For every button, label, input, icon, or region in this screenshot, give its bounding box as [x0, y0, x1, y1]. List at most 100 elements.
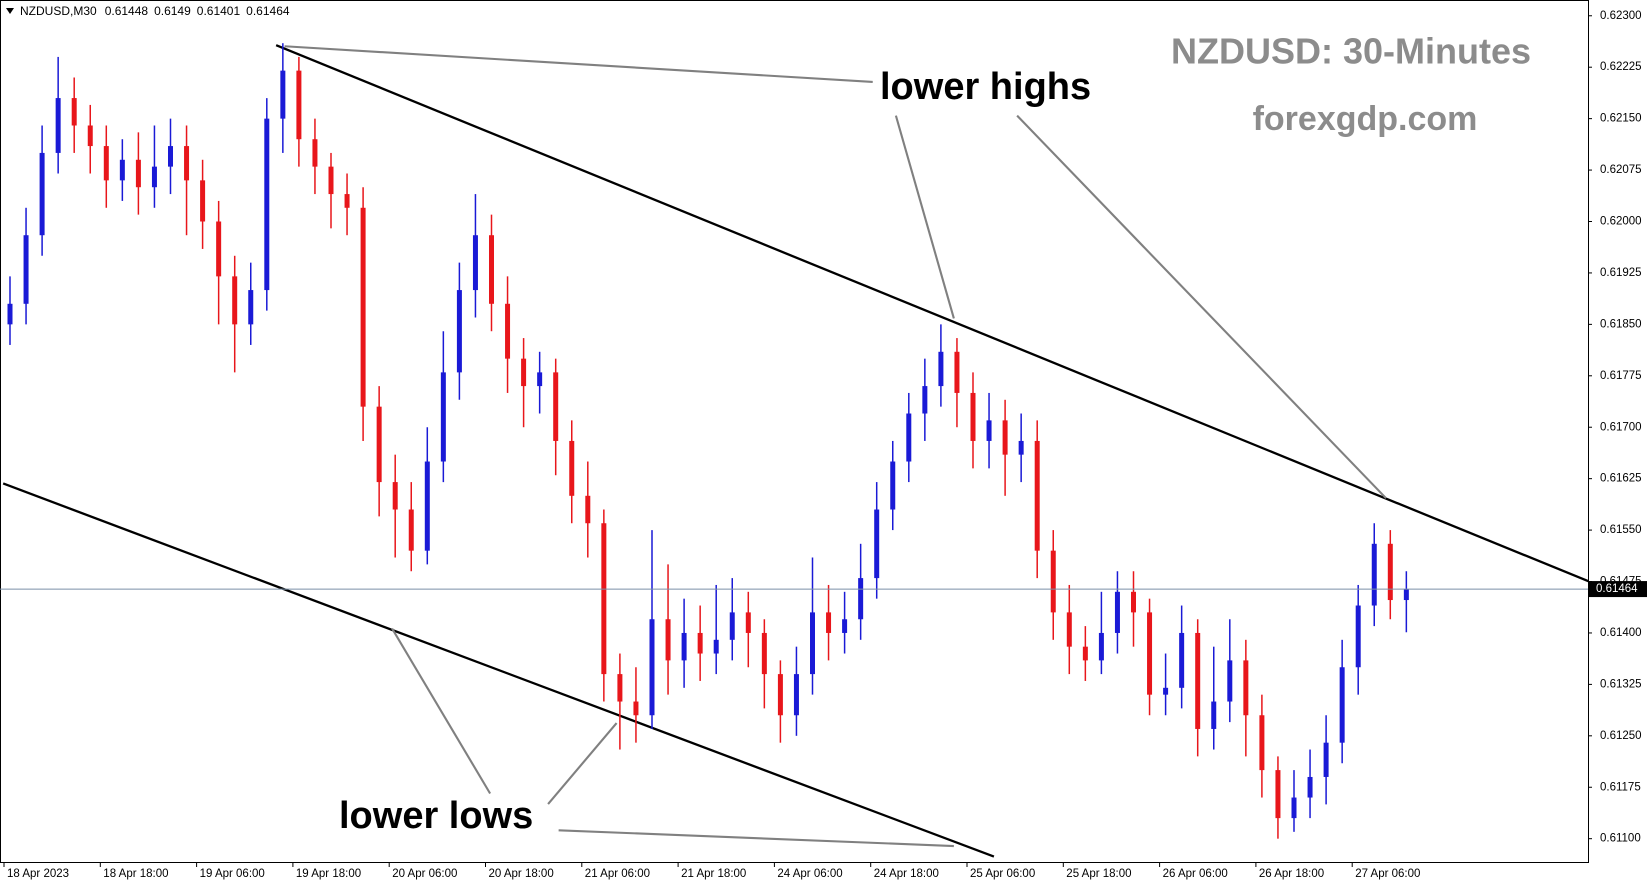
candle-body: [1050, 550, 1056, 613]
candle-body: [151, 166, 157, 188]
candle-body: [392, 482, 398, 510]
last-open: 0.61448: [105, 4, 149, 18]
current-price-box: [1589, 581, 1647, 598]
y-tick-label: 0.61775: [1600, 370, 1642, 382]
candle-body: [569, 440, 575, 496]
candle-body: [200, 180, 206, 222]
y-tick-label: 0.61175: [1600, 781, 1641, 793]
candle-body: [858, 578, 864, 620]
candle-body: [938, 351, 944, 387]
x-tick-label: 19 Apr 06:00: [200, 868, 265, 880]
candle-body: [826, 612, 832, 633]
candle-body: [1195, 632, 1201, 729]
y-tick-label: 0.61625: [1600, 473, 1642, 485]
candle-body: [1114, 591, 1120, 633]
current-price-label: 0.61464: [1596, 583, 1638, 595]
x-tick-label: 20 Apr 06:00: [392, 868, 457, 880]
candle-body: [810, 612, 815, 675]
candle-body: [874, 509, 880, 579]
candle-body: [135, 159, 141, 188]
candle-body: [103, 146, 109, 181]
candle-body: [1403, 589, 1409, 601]
candle-body: [585, 495, 591, 524]
x-tick-label: 19 Apr 18:00: [296, 868, 361, 880]
x-tick-label: 21 Apr 06:00: [585, 868, 650, 880]
candle-body: [216, 221, 222, 277]
candle-body: [472, 235, 478, 291]
pointer-line: [284, 45, 873, 84]
x-tick-label: 21 Apr 18:00: [681, 868, 746, 880]
y-tick-label: 0.62075: [1600, 164, 1642, 176]
candles: [7, 43, 1409, 839]
candle-body: [1243, 660, 1249, 716]
candle-body: [1163, 687, 1169, 695]
candle-body: [489, 235, 494, 304]
candle-body: [1034, 440, 1040, 551]
lower-channel-line: [2, 482, 995, 858]
candle-body: [408, 509, 414, 551]
candle-body: [521, 358, 527, 387]
chart-title: NZDUSD: 30-Minutes: [1171, 31, 1531, 72]
candle-body: [729, 612, 735, 640]
candle-body: [1339, 667, 1345, 743]
candle-body: [1082, 646, 1088, 661]
candle-body: [1066, 612, 1072, 647]
x-tick-label: 25 Apr 06:00: [970, 868, 1035, 880]
y-tick-label: 0.62300: [1600, 10, 1642, 22]
symbol: NZDUSD,M30: [20, 4, 97, 18]
candle-body: [954, 351, 960, 393]
annotation: lower lows: [339, 795, 533, 837]
candle-body: [1131, 591, 1136, 613]
candle-body: [232, 276, 238, 325]
candle-body: [1018, 440, 1024, 455]
candle-body: [793, 674, 799, 716]
candle-body: [922, 386, 928, 414]
candle-body: [986, 420, 992, 441]
candle-body: [71, 98, 77, 126]
y-tick-label: 0.61325: [1600, 678, 1642, 690]
pointer-line: [1016, 114, 1387, 499]
y-tick-label: 0.61700: [1600, 421, 1642, 433]
candle-body: [1275, 770, 1281, 819]
candle-body: [649, 619, 655, 716]
candle-body: [296, 70, 302, 140]
candle-body: [697, 632, 703, 654]
candle-body: [633, 701, 639, 716]
candle-body: [761, 632, 767, 675]
pointer-line: [391, 627, 492, 795]
candle-body: [1002, 420, 1008, 455]
candle-body: [248, 290, 254, 325]
x-tick-label: 18 Apr 2023: [7, 868, 69, 880]
annotation-lines: [2, 44, 1589, 858]
candle-body: [617, 674, 623, 702]
pointer-lines: [284, 45, 1387, 848]
candle-body: [264, 118, 270, 291]
candle-body: [184, 146, 190, 181]
candle-body: [1323, 742, 1329, 777]
y-tick-label: 0.61250: [1600, 730, 1642, 742]
symbol-header: NZDUSD,M30 0.61448 0.6149 0.61401 0.61464: [20, 4, 290, 18]
candle-body: [1147, 612, 1153, 695]
pointer-line: [558, 829, 954, 848]
last-low: 0.61401: [197, 4, 241, 18]
annotation: lower highs: [880, 66, 1091, 108]
candle-body: [87, 125, 93, 147]
candle-body: [745, 612, 751, 633]
y-tick-label: 0.62225: [1600, 61, 1642, 73]
candle-body: [665, 619, 671, 661]
candle-body: [55, 98, 61, 153]
candle-body: [376, 406, 382, 483]
x-tick-label: 26 Apr 18:00: [1259, 868, 1324, 880]
candle-body: [312, 139, 318, 167]
candle-body: [168, 146, 173, 167]
y-tick-label: 0.62000: [1600, 216, 1642, 228]
candle-body: [1227, 660, 1233, 702]
candle-body: [537, 372, 543, 387]
candle-body: [344, 194, 350, 208]
candle-body: [440, 372, 446, 462]
candle-body: [1259, 715, 1265, 771]
candle-body: [424, 461, 430, 551]
y-tick-label: 0.61550: [1600, 524, 1642, 536]
candle-body: [1211, 701, 1217, 729]
candle-body: [1307, 776, 1313, 798]
